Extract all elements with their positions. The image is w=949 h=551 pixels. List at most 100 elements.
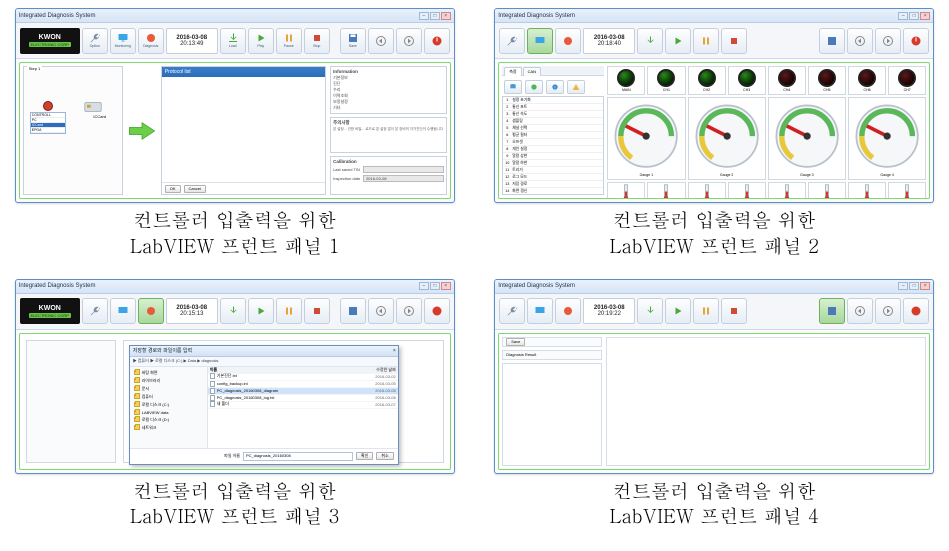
dialog-folder-tree[interactable]: 바탕 화면라이브러리문서컴퓨터로컬 디스크 (C:)LABVIEW data로컬… <box>130 367 208 448</box>
prev-button[interactable] <box>847 28 873 54</box>
diagnosis-button[interactable] <box>138 298 164 324</box>
pause-button[interactable] <box>693 298 719 324</box>
close-button[interactable]: × <box>441 12 451 20</box>
list-item[interactable]: 2통신 포트 <box>503 104 603 111</box>
file-row[interactable]: 새 폴더2016-03-07 <box>208 402 398 409</box>
calib-field1-input[interactable] <box>363 166 444 173</box>
minimize-button[interactable]: – <box>898 12 908 20</box>
diagnosis-button[interactable]: Diagnosis <box>138 28 164 54</box>
minimize-button[interactable]: – <box>419 282 429 290</box>
play-button[interactable] <box>665 28 691 54</box>
save-button[interactable] <box>340 298 366 324</box>
exit-button[interactable] <box>424 28 450 54</box>
monitoring-button[interactable]: Monitoring <box>110 28 136 54</box>
pause-button[interactable] <box>693 28 719 54</box>
folder-tree-item[interactable]: 로컬 디스크 (D:) <box>132 416 205 424</box>
monitoring-button[interactable] <box>527 28 553 54</box>
option-button[interactable] <box>499 298 525 324</box>
file-row[interactable]: config_backup.ini2016-03-05 <box>208 381 398 388</box>
maximize-button[interactable]: □ <box>909 12 919 20</box>
play-button[interactable] <box>665 298 691 324</box>
exit-button[interactable] <box>903 28 929 54</box>
stop-button[interactable] <box>721 298 747 324</box>
save-button[interactable]: Save <box>340 28 366 54</box>
close-button[interactable]: × <box>920 282 930 290</box>
folder-tree-item[interactable]: LABVIEW data <box>132 409 205 416</box>
status-info-icon[interactable]: i <box>546 80 564 94</box>
list-item[interactable]: 15보정 계수 <box>503 195 603 196</box>
prev-button[interactable] <box>368 298 394 324</box>
status-warn-icon[interactable] <box>567 80 585 94</box>
list-item[interactable]: 10알람 하한 <box>503 160 603 167</box>
step-select-list[interactable]: CONTROLL PC ICCard EPGA <box>30 112 66 134</box>
prev-button[interactable] <box>368 28 394 54</box>
minimize-button[interactable]: – <box>898 282 908 290</box>
filename-input[interactable]: PC_diagnosis_20160308 <box>243 452 353 461</box>
folder-tree-item[interactable]: 컴퓨터 <box>132 393 205 401</box>
dialog-close-button[interactable]: × <box>393 346 396 356</box>
folder-tree-item[interactable]: 바탕 화면 <box>132 369 205 377</box>
exit-button[interactable] <box>424 298 450 324</box>
file-row[interactable]: PC_diagnosis_20160308_diagram2016-03-08 <box>208 388 398 395</box>
status-net-icon[interactable] <box>525 80 543 94</box>
next-button[interactable] <box>396 28 422 54</box>
dialog-file-list[interactable]: 이름수정한 날짜 기본진단.txt2016-03-02config_backup… <box>208 367 398 448</box>
next-button[interactable] <box>875 298 901 324</box>
play-button[interactable] <box>248 298 274 324</box>
list-item[interactable]: 6평균 필터 <box>503 132 603 139</box>
play-button[interactable]: Play <box>248 28 274 54</box>
save-button[interactable] <box>819 298 845 324</box>
dialog-breadcrumb[interactable]: ▶ 컴퓨터 ▶ 로컬 디스크 (C:) ▶ Data ▶ diagnosis <box>130 357 398 367</box>
monitoring-button[interactable] <box>110 298 136 324</box>
list-item[interactable]: 13저장 경로 <box>503 181 603 188</box>
dialog-ok-button[interactable]: 확인 <box>356 452 373 460</box>
prev-button[interactable] <box>847 298 873 324</box>
protocol-ok-button[interactable]: OK <box>165 185 181 193</box>
load-button[interactable] <box>220 298 246 324</box>
list-item[interactable]: 11트리거 <box>503 167 603 174</box>
load-button[interactable]: Load <box>220 28 246 54</box>
maximize-button[interactable]: □ <box>430 282 440 290</box>
tab-can[interactable]: CAN <box>523 67 541 76</box>
result-save-button[interactable]: Save <box>506 338 525 346</box>
list-item[interactable]: 7오프셋 <box>503 139 603 146</box>
pause-button[interactable]: Pause <box>276 28 302 54</box>
tab-measure[interactable]: 측정 <box>504 67 521 76</box>
list-item[interactable]: 3통신 속도 <box>503 111 603 118</box>
save-button[interactable] <box>819 28 845 54</box>
status-db-icon[interactable] <box>504 80 522 94</box>
stop-button[interactable]: Stop <box>304 28 330 54</box>
diagnosis-button[interactable] <box>555 28 581 54</box>
option-button[interactable]: Option <box>82 28 108 54</box>
diagnosis-button[interactable] <box>555 298 581 324</box>
minimize-button[interactable]: – <box>419 12 429 20</box>
stop-button[interactable] <box>304 298 330 324</box>
step-opt[interactable]: EPGA <box>31 128 65 133</box>
list-item[interactable]: 12로그 모드 <box>503 174 603 181</box>
stop-button[interactable] <box>721 28 747 54</box>
file-row[interactable]: 기본진단.txt2016-03-02 <box>208 374 398 381</box>
list-item[interactable]: 5채널 선택 <box>503 125 603 132</box>
pause-button[interactable] <box>276 298 302 324</box>
close-button[interactable]: × <box>920 12 930 20</box>
option-button[interactable] <box>499 28 525 54</box>
list-item[interactable]: 4샘플링 <box>503 118 603 125</box>
dialog-cancel-button[interactable]: 취소 <box>376 452 393 460</box>
protocol-listbox[interactable] <box>162 77 325 182</box>
option-button[interactable] <box>82 298 108 324</box>
next-button[interactable] <box>396 298 422 324</box>
load-button[interactable] <box>637 28 663 54</box>
list-item[interactable]: 14화면 갱신 <box>503 188 603 195</box>
list-item[interactable]: 8게인 설정 <box>503 146 603 153</box>
list-item[interactable]: 9알람 상한 <box>503 153 603 160</box>
load-button[interactable] <box>637 298 663 324</box>
monitoring-button[interactable] <box>527 298 553 324</box>
exit-button[interactable] <box>903 298 929 324</box>
protocol-cancel-button[interactable]: Cancel <box>184 185 206 193</box>
folder-tree-item[interactable]: 네트워크 <box>132 424 205 432</box>
folder-tree-item[interactable]: 로컬 디스크 (C:) <box>132 401 205 409</box>
calib-field2-input[interactable]: 2016-03-08 <box>363 175 444 182</box>
folder-tree-item[interactable]: 라이브러리 <box>132 377 205 385</box>
maximize-button[interactable]: □ <box>909 282 919 290</box>
folder-tree-item[interactable]: 문서 <box>132 385 205 393</box>
